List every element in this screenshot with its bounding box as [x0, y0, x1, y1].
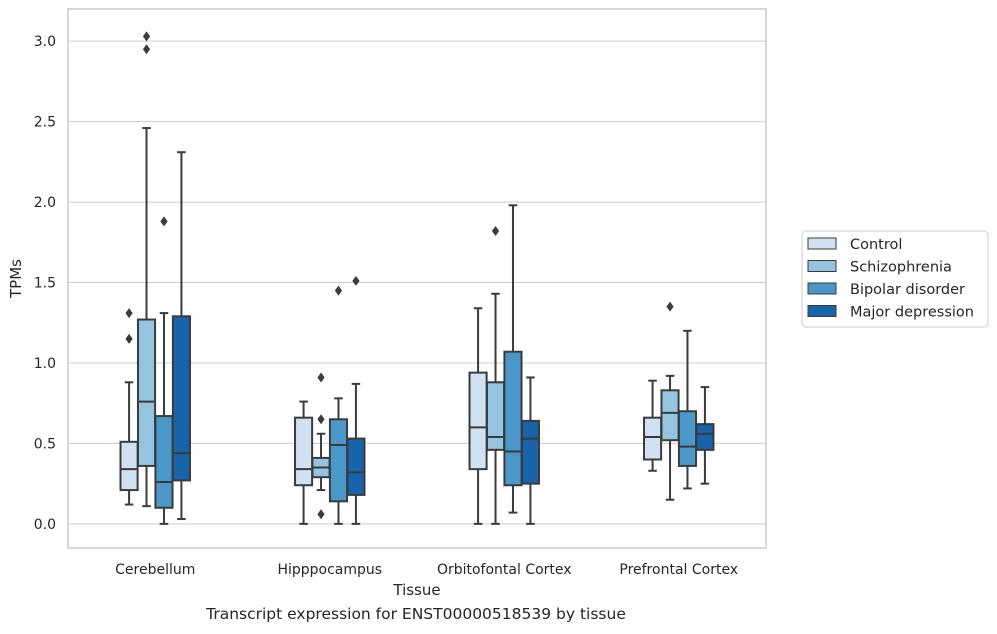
box-iqr	[485, 381, 506, 451]
outlier-point	[142, 31, 151, 42]
legend-swatch	[807, 237, 837, 250]
box-group	[119, 308, 139, 506]
box-group	[468, 307, 488, 525]
box-group	[503, 204, 523, 514]
box-group	[520, 376, 540, 525]
box-group	[695, 386, 715, 485]
box-group	[136, 31, 157, 508]
outlier-point	[142, 44, 151, 55]
legend-label: Schizophrenia	[850, 260, 952, 276]
outlier-point	[317, 414, 325, 425]
outlier-point	[317, 372, 325, 383]
box-iqr	[346, 437, 366, 496]
outlier-point	[125, 333, 133, 344]
box-iqr	[328, 418, 349, 503]
box-iqr	[468, 371, 488, 471]
x-tick-label: Hipppocampus	[277, 562, 382, 578]
box-group	[311, 372, 331, 520]
box-iqr	[503, 350, 523, 487]
legend-swatch	[807, 305, 837, 317]
box-iqr	[643, 416, 663, 461]
outlier-point	[352, 275, 360, 286]
y-tick-label: 0.5	[34, 436, 56, 452]
legend: Control Schizophrenia Bipolar disorder Majo…	[801, 230, 989, 328]
x-tick-labels: Cerebellum Hipppocampus Orbitofontal Corte…	[115, 562, 738, 578]
box-iqr	[119, 440, 139, 492]
box-group	[485, 226, 506, 525]
box-iqr	[660, 389, 680, 442]
box-group	[660, 301, 680, 501]
box-plots	[119, 31, 715, 525]
outlier-point	[334, 285, 343, 296]
y-tick-label: 1.5	[34, 276, 56, 292]
plot-frame	[67, 8, 767, 549]
y-tick-label: 0.0	[34, 517, 56, 533]
box-iqr	[294, 416, 314, 487]
box-group	[154, 216, 174, 525]
outlier-point	[666, 301, 674, 312]
figure-caption: Transcript expression for ENST0000051853…	[206, 605, 626, 623]
box-iqr	[136, 318, 157, 467]
box-group	[643, 379, 663, 472]
legend-swatch	[807, 282, 837, 295]
legend-label: Major depression	[850, 305, 974, 321]
x-tick-label: Orbitofontal Cortex	[437, 562, 572, 578]
box-group	[171, 151, 191, 521]
outlier-point	[491, 226, 500, 237]
y-tick-label: 2.5	[34, 115, 56, 131]
x-tick-label: Prefrontal Cortex	[619, 562, 738, 578]
outlier-point	[160, 216, 168, 227]
box-group	[294, 400, 314, 525]
x-axis-label: Tissue	[392, 581, 440, 599]
box-group	[677, 329, 698, 490]
tpm-boxplot-chart: 0.0 0.5 1.0 1.5 2.0 2.5 3.0 Cerebellum Hipppoca…	[7, 8, 989, 599]
box-iqr	[520, 419, 540, 485]
outlier-point	[317, 509, 325, 520]
y-tick-label: 3.0	[34, 34, 56, 50]
y-tick-labels: 0.0 0.5 1.0 1.5 2.0 2.5 3.0	[34, 34, 56, 533]
y-tick-label: 2.0	[34, 195, 56, 211]
box-iqr	[677, 410, 698, 467]
box-iqr	[695, 423, 715, 451]
legend-label: Control	[850, 237, 902, 253]
legend-swatch	[807, 260, 837, 272]
legend-frame	[801, 230, 989, 328]
x-tick-label: Cerebellum	[115, 562, 195, 578]
outlier-point	[125, 308, 133, 319]
box-group	[346, 275, 366, 525]
y-tick-label: 1.0	[34, 356, 56, 372]
box-group	[328, 285, 349, 525]
box-iqr	[171, 315, 191, 482]
y-axis-label: TPMs	[7, 259, 25, 299]
box-iqr	[154, 415, 174, 509]
legend-label: Bipolar disorder	[850, 282, 965, 298]
